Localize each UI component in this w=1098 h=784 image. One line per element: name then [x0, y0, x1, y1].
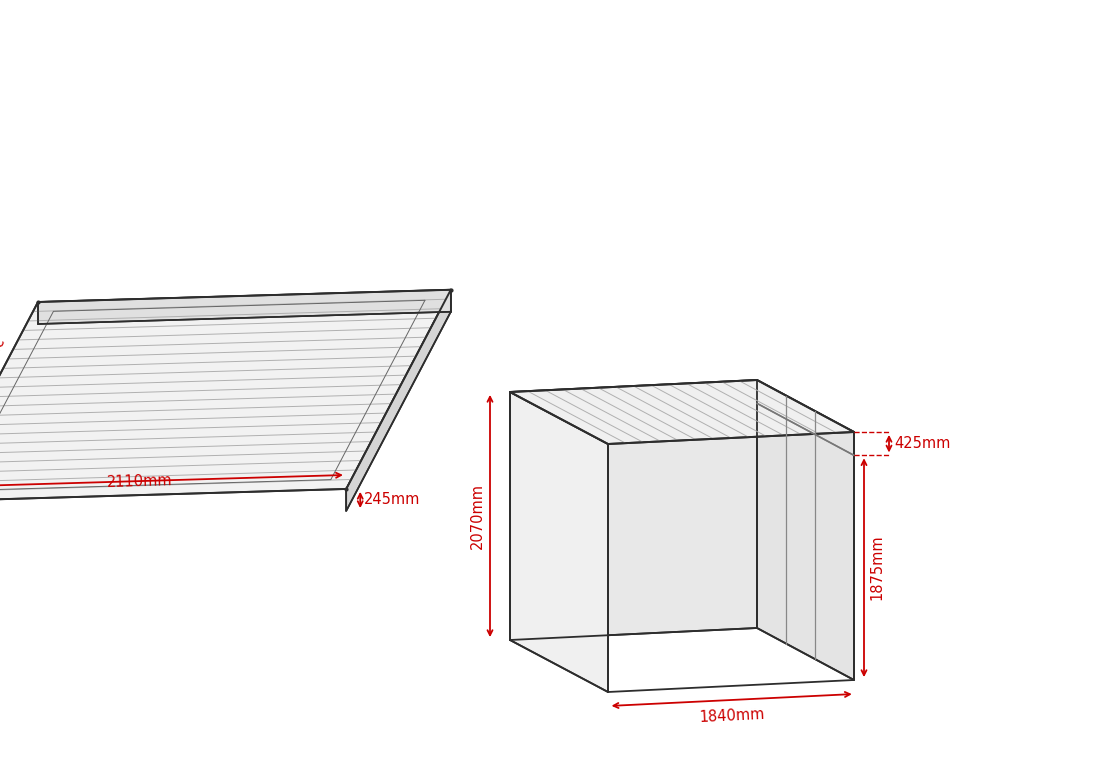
Text: 1875mm: 1875mm — [869, 535, 884, 601]
Text: 425mm: 425mm — [894, 436, 951, 451]
Text: 245mm: 245mm — [365, 492, 421, 507]
Polygon shape — [509, 392, 608, 692]
Polygon shape — [0, 290, 451, 501]
Text: 2110mm: 2110mm — [107, 473, 172, 490]
Text: 2100mm: 2100mm — [0, 333, 2, 398]
Polygon shape — [509, 380, 854, 444]
Text: 1840mm: 1840mm — [699, 706, 765, 724]
Polygon shape — [757, 380, 854, 680]
Text: 2070mm: 2070mm — [470, 483, 485, 549]
Polygon shape — [38, 290, 451, 324]
Polygon shape — [509, 380, 757, 640]
Polygon shape — [346, 290, 451, 511]
